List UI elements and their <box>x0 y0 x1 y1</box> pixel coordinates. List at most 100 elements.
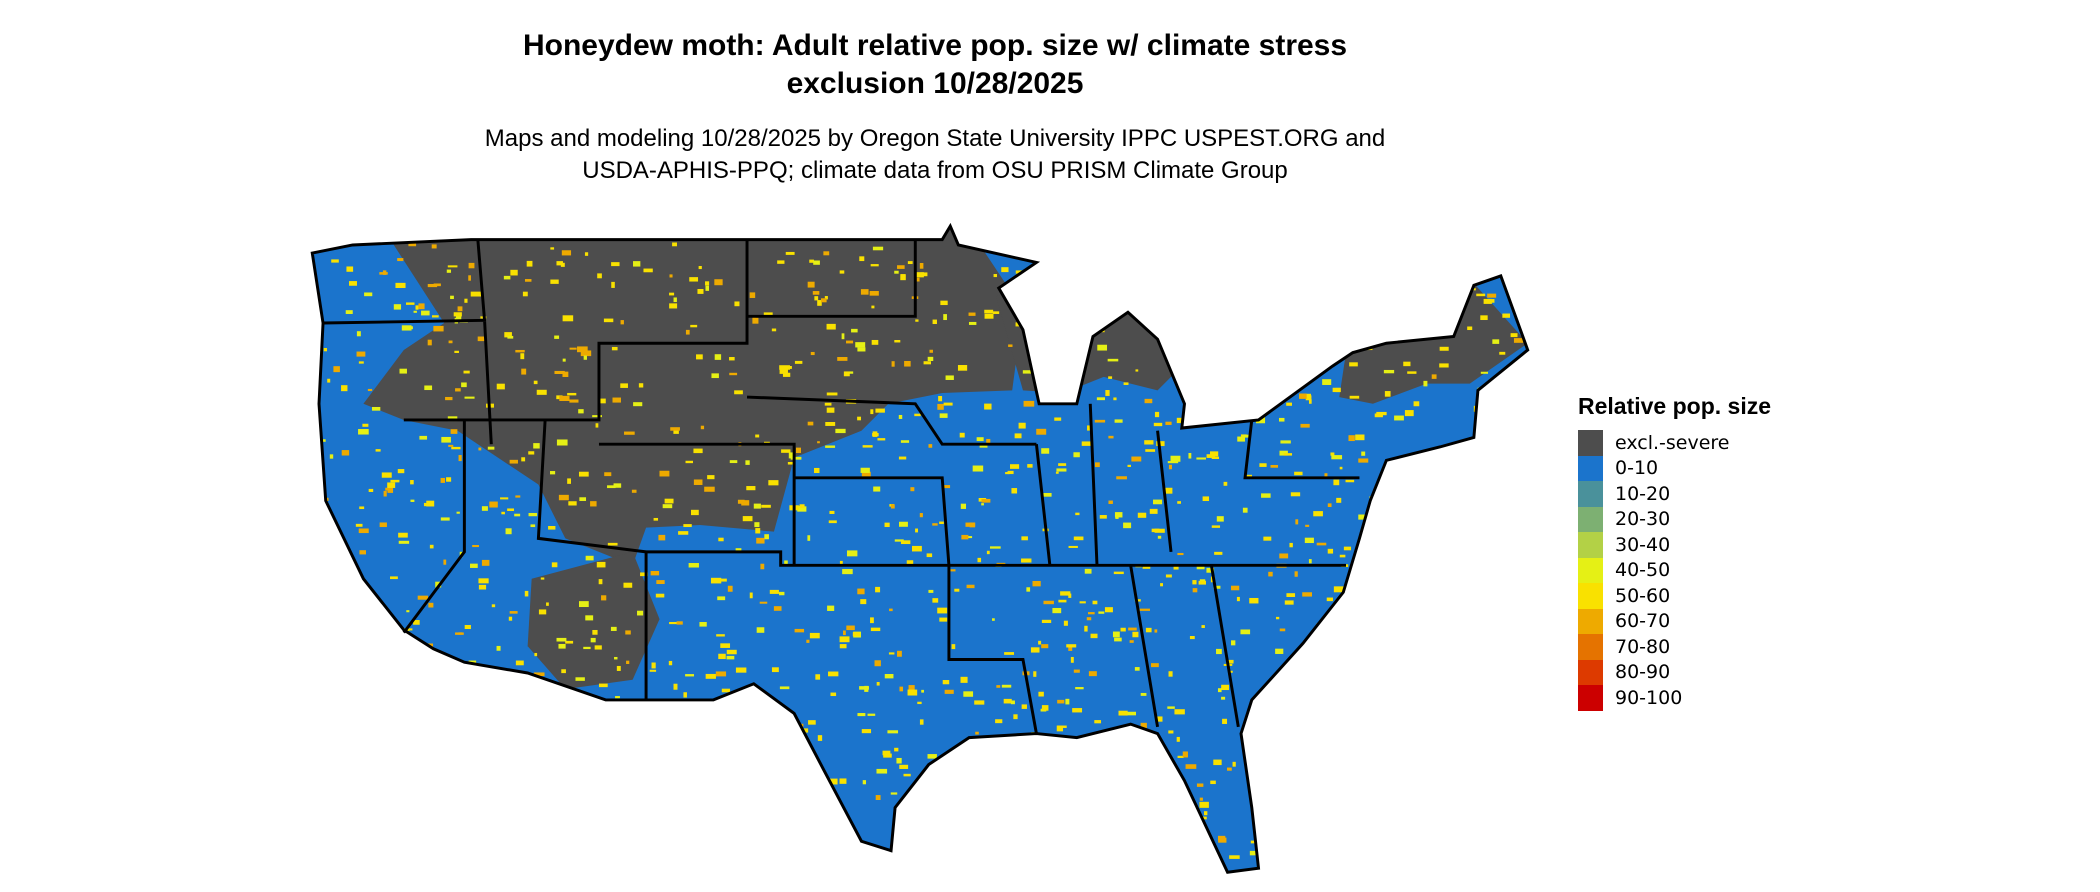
speckle <box>1268 255 1275 259</box>
speckle <box>817 735 823 741</box>
speckle <box>704 848 711 855</box>
speckle <box>712 729 724 736</box>
speckle <box>1481 472 1489 475</box>
speckle <box>323 819 329 825</box>
speckle <box>1433 753 1438 758</box>
speckle <box>808 720 816 725</box>
speckle <box>860 865 867 869</box>
speckle <box>1192 580 1197 585</box>
speckle <box>996 685 1001 688</box>
speckle <box>1001 267 1009 273</box>
speckle <box>1138 824 1148 830</box>
speckle <box>899 764 909 769</box>
speckle <box>668 793 675 797</box>
speckle <box>1212 298 1224 301</box>
speckle <box>669 303 678 309</box>
speckle <box>1414 478 1420 482</box>
speckle <box>1510 662 1519 668</box>
speckle <box>728 717 736 724</box>
speckle <box>1391 572 1397 577</box>
legend-swatch <box>1578 634 1603 660</box>
speckle <box>578 409 584 414</box>
speckle <box>378 615 388 620</box>
speckle <box>932 523 938 526</box>
speckle <box>983 798 994 803</box>
speckle <box>1305 524 1310 527</box>
speckle <box>644 840 655 846</box>
speckle <box>763 312 773 317</box>
speckle <box>1441 704 1449 709</box>
speckle <box>320 776 327 780</box>
speckle <box>1320 637 1325 641</box>
speckle <box>873 486 881 492</box>
speckle <box>1359 721 1366 727</box>
speckle <box>1515 457 1520 461</box>
speckle <box>399 368 407 374</box>
speckle <box>1113 267 1118 270</box>
speckle <box>405 302 415 305</box>
speckle <box>592 415 602 418</box>
speckle <box>346 266 354 272</box>
speckle <box>1137 512 1147 518</box>
speckle <box>538 787 542 793</box>
speckle <box>1334 664 1338 668</box>
speckle <box>331 259 339 263</box>
speckle <box>504 332 512 338</box>
speckle <box>1349 362 1358 367</box>
speckle <box>890 792 898 795</box>
speckle <box>567 392 577 396</box>
speckle <box>564 748 574 752</box>
speckle <box>1084 847 1089 850</box>
speckle <box>1480 315 1488 321</box>
speckle <box>750 840 757 844</box>
speckle <box>1028 321 1034 326</box>
speckle <box>1338 684 1347 689</box>
speckle <box>875 408 885 413</box>
speckle <box>424 385 433 391</box>
speckle <box>826 323 836 330</box>
speckle <box>839 778 847 784</box>
speckle <box>387 488 394 493</box>
speckle <box>450 429 458 434</box>
speckle <box>898 456 907 460</box>
speckle <box>1154 411 1160 418</box>
speckle <box>599 773 605 777</box>
speckle <box>1399 819 1405 825</box>
speckle <box>1168 671 1173 677</box>
speckle <box>1046 316 1057 320</box>
speckle <box>870 617 874 624</box>
speckle <box>499 760 506 767</box>
legend-label: 70-80 <box>1615 635 1671 658</box>
speckle <box>351 619 357 623</box>
speckle <box>785 251 795 255</box>
speckle <box>789 366 792 369</box>
speckle <box>810 351 815 356</box>
speckle <box>756 732 761 736</box>
speckle <box>1308 672 1315 676</box>
speckle <box>1176 417 1183 424</box>
speckle <box>340 609 348 613</box>
speckle <box>665 834 671 838</box>
speckle <box>1313 360 1324 367</box>
speckle <box>446 747 451 751</box>
speckle <box>1318 790 1324 795</box>
speckle <box>1391 668 1396 673</box>
speckle <box>921 689 924 693</box>
speckle <box>1226 659 1234 664</box>
speckle <box>1289 542 1293 548</box>
speckle <box>1196 564 1205 570</box>
speckle <box>1426 271 1432 276</box>
speckle <box>899 686 904 692</box>
speckle <box>349 281 357 286</box>
speckle <box>1294 471 1303 476</box>
legend-swatch <box>1578 583 1603 609</box>
speckle <box>1005 797 1010 801</box>
speckle <box>1073 452 1080 458</box>
speckle <box>1021 704 1027 709</box>
speckle <box>403 858 408 865</box>
speckle <box>1118 761 1129 767</box>
speckle <box>1142 271 1151 278</box>
speckle <box>558 494 569 501</box>
speckle <box>1123 382 1129 385</box>
